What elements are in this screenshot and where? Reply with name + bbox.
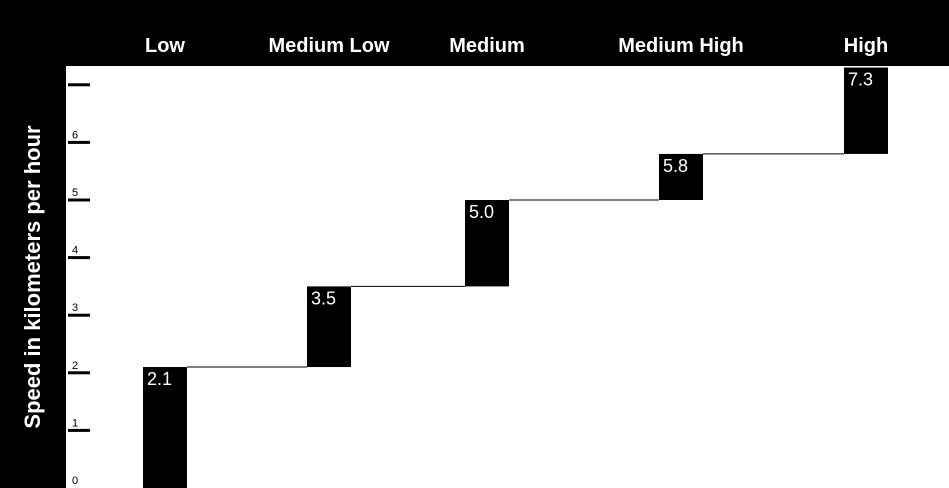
y-tick-4 [68,256,90,260]
data-label-medium-low: 3.5 [311,288,336,308]
bar-medium-high [659,153,703,200]
y-tick-label-1: 1 [72,417,78,429]
category-label-medium-low: Medium Low [268,35,390,57]
bar-medium [465,200,509,287]
bar-low [143,367,187,488]
y-tick-2 [68,371,90,375]
category-label-high: High [844,35,888,57]
bar-high [844,67,888,154]
y-tick-label-2: 2 [72,360,78,372]
data-label-medium-high: 5.8 [663,156,688,176]
y-tick-3 [68,313,90,317]
category-label-medium-high: Medium High [618,35,744,57]
y-tick-label-5: 5 [72,187,78,199]
y-tick-label-6: 6 [72,129,78,141]
y-tick-label-3: 3 [72,302,78,314]
category-header-band [0,0,949,66]
data-label-medium: 5.0 [469,202,494,222]
y-tick-1 [68,428,90,432]
y-tick-6 [68,140,90,144]
y-tick-7 [68,83,90,87]
category-label-medium: Medium [449,35,525,57]
data-label-high: 7.3 [848,70,873,90]
bar-medium-low [307,286,351,368]
category-label-low: Low [145,35,185,57]
y-tick-5 [68,198,90,202]
data-label-low: 2.1 [147,369,172,389]
y-axis-band [0,0,66,488]
y-tick-label-4: 4 [72,245,78,257]
y-tick-label-0: 0 [72,475,78,487]
